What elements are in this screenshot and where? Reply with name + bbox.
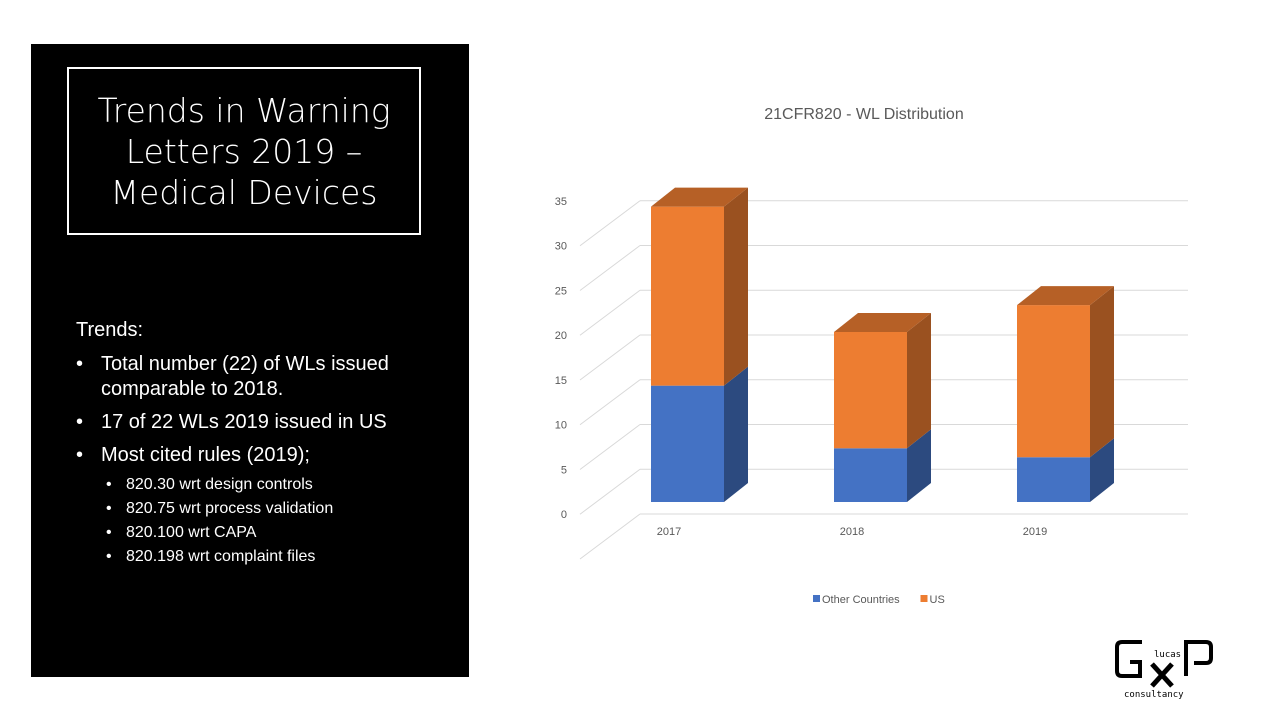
gridline-floor	[579, 468, 641, 515]
bar-top	[651, 187, 748, 207]
x-tick-label: 2018	[840, 526, 864, 538]
bar-other-countries	[1017, 457, 1090, 502]
y-tick-label: 25	[555, 285, 567, 297]
bar-us	[834, 331, 907, 449]
y-tick-label: 0	[561, 509, 567, 521]
legend-swatch	[920, 595, 928, 602]
bar-other-countries	[834, 448, 907, 502]
bar-us	[651, 206, 724, 386]
chart-title: 21CFR820 - WL Distribution	[764, 106, 963, 123]
bar-side	[907, 429, 931, 502]
gridline-floor	[579, 289, 641, 336]
x-tick-label: 2017	[657, 526, 681, 538]
bar-side	[907, 312, 931, 449]
legend-label: Other Countries	[822, 594, 900, 606]
bar-other-countries	[651, 385, 724, 502]
y-tick-label: 10	[555, 420, 567, 432]
trends-list: Trends: Total number (22) of WLs issued …	[76, 319, 431, 572]
gridline-floor	[579, 200, 641, 247]
trends-heading: Trends:	[76, 319, 144, 341]
gxp-logo: lucas consultancy	[1115, 640, 1213, 700]
gridline-floor	[579, 245, 641, 291]
title-line: Trends in Warning	[97, 90, 391, 130]
y-tick-label: 20	[555, 330, 567, 342]
bar-side	[724, 187, 748, 386]
legend-swatch	[813, 595, 820, 602]
sub-bullet: 820.198 wrt complaint files	[76, 548, 431, 566]
sub-bullet: 820.100 wrt CAPA	[76, 524, 431, 542]
sub-bullet: 820.75 wrt process validation	[76, 500, 431, 518]
title-line: Letters 2019 –	[125, 131, 363, 171]
slide-title: Trends in Warning Letters 2019 – Medical…	[67, 67, 421, 235]
x-tick-label: 2019	[1023, 526, 1047, 538]
gridline-floor	[579, 334, 641, 381]
bullet: Total number (22) of WLs issued comparab…	[76, 352, 431, 402]
svg-text:consultancy: consultancy	[1124, 690, 1184, 700]
y-tick-label: 30	[555, 241, 567, 253]
gridline-floor	[579, 513, 641, 560]
legend-label: US	[930, 594, 945, 606]
bullet: Most cited rules (2019);	[76, 443, 431, 468]
gridline-floor	[579, 424, 641, 470]
bar-us	[1017, 305, 1090, 458]
title-line: Medical Devices	[110, 172, 378, 212]
sub-bullet: 820.30 wrt design controls	[76, 476, 431, 494]
gridline-floor	[579, 379, 641, 426]
bar-side	[1090, 438, 1114, 502]
y-tick-label: 5	[561, 464, 567, 476]
bar-side	[724, 366, 748, 502]
left-panel: Trends in Warning Letters 2019 – Medical…	[31, 44, 469, 677]
bar-top	[1017, 286, 1114, 306]
bar-side	[1090, 286, 1114, 458]
svg-text:lucas: lucas	[1154, 650, 1181, 660]
bullet: 17 of 22 WLs 2019 issued in US	[76, 410, 431, 435]
y-tick-label: 35	[555, 196, 567, 208]
bar-top	[834, 312, 931, 332]
y-tick-label: 15	[555, 375, 567, 387]
